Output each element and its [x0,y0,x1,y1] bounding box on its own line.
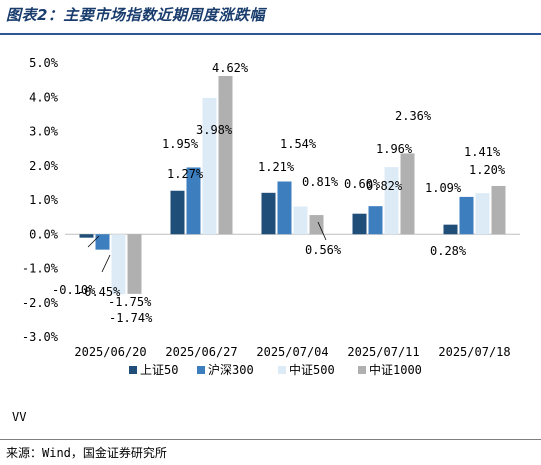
label-leader-line [101,254,111,273]
data-label: 1.20% [469,163,506,177]
bar [186,167,201,235]
data-label: -1.74% [109,311,153,325]
legend-label: 上证50 [140,363,178,377]
data-label: 0.60% [344,177,381,191]
legend-label: 中证1000 [369,362,422,377]
data-label: 1.27% [167,167,204,181]
data-label: 1.96% [376,142,413,156]
bar [384,167,399,235]
source-note: 来源：Wind，国金证券研究所 [6,446,167,460]
legend-label: 中证500 [289,362,335,377]
y-tick-label: 4.0% [29,90,59,104]
data-label: 1.41% [464,145,501,159]
bar [79,234,94,238]
x-tick-label: 2025/07/04 [256,345,328,359]
legend-swatch [358,366,366,374]
data-label: 1.21% [258,160,295,174]
data-label: -0.10% [52,283,96,297]
x-tick-label: 2025/07/11 [347,345,419,359]
data-label: 0.81% [302,175,339,189]
bar [202,97,217,235]
data-label: 0.82% [366,179,403,193]
legend-swatch [197,366,205,374]
bar-chart: 5.0% 4.0% 3.0% 2.0% 1.0% 0.0% -1.0% -2.0% -3.0% 2… [22,56,520,377]
bar [475,193,490,235]
bar [127,234,142,294]
bar [400,153,415,235]
footnote-mark: VV [12,410,27,424]
title-divider [0,33,541,35]
bar [277,181,292,235]
data-label: 4.62% [212,61,249,75]
data-label: 3.98% [196,123,233,137]
legend-swatch [278,366,286,374]
figure-title: 图表2：主要市场指数近期周度涨跌幅 [6,6,265,24]
legend-label: 沪深300 [208,363,254,377]
data-label: -1.75% [108,295,152,309]
data-label: 1.54% [280,137,317,151]
data-label: 2.36% [395,109,432,123]
bar [170,190,185,235]
y-tick-label: -2.0% [22,296,59,310]
bar [459,196,474,235]
bar [111,234,126,295]
bar [368,206,383,235]
x-tick-label: 2025/06/20 [74,345,146,359]
bar [95,234,110,250]
data-label: -0.45% [77,285,121,299]
y-tick-label: 2.0% [29,159,59,173]
data-label: 1.09% [425,181,462,195]
y-tick-label: 1.0% [29,193,59,207]
bar [261,192,276,235]
footer-divider [0,439,541,440]
label-leader-line [317,221,327,241]
data-label: 1.95% [162,137,199,151]
y-tick-label: -3.0% [22,330,59,344]
bar [352,213,367,235]
bar [293,206,308,235]
x-tick-label: 2025/06/27 [165,345,237,359]
bar [443,224,458,235]
legend-swatch [129,366,137,374]
data-label: 0.28% [430,244,467,258]
label-leader-line [87,235,100,248]
x-tick-label: 2025/07/18 [438,345,510,359]
bar [309,215,324,235]
y-tick-label: -1.0% [22,262,59,276]
bar [218,76,233,235]
y-tick-label: 0.0% [29,227,59,241]
data-label: 0.56% [305,243,342,257]
bar [491,185,506,235]
y-tick-label: 5.0% [29,56,59,70]
y-tick-label: 3.0% [29,125,59,139]
